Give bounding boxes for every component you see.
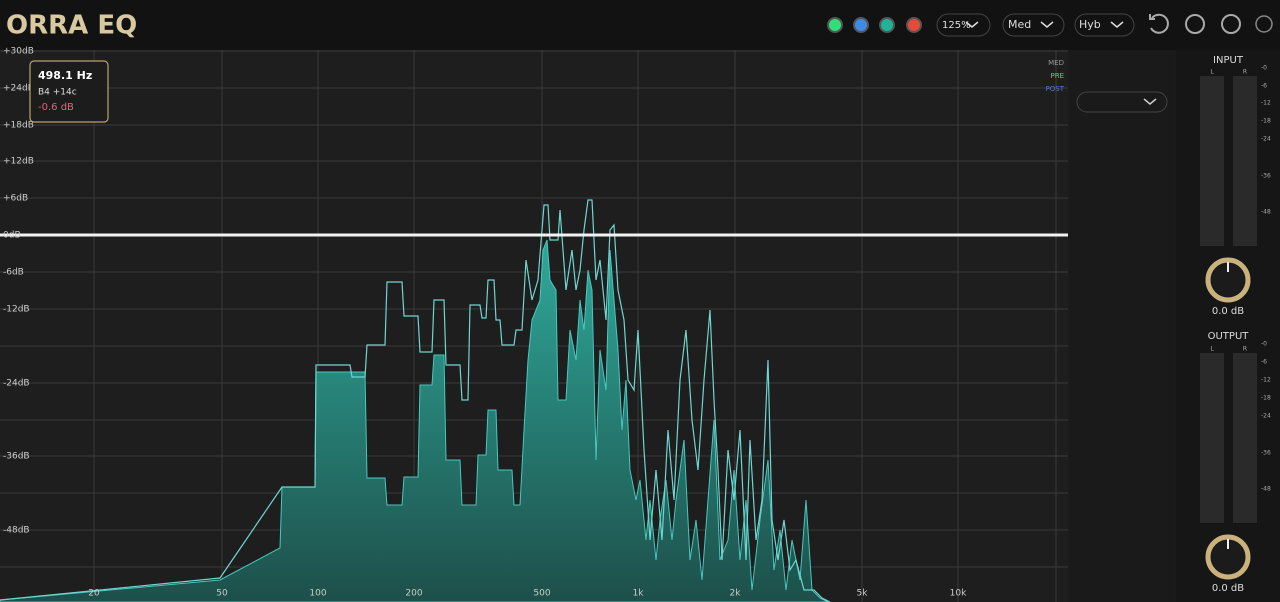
freq-label: 100 [309, 589, 326, 599]
zoom-value: 125% [942, 20, 971, 31]
db-label: +18dB [3, 121, 34, 131]
meter-scale: -12 [1261, 377, 1271, 384]
db-label: -36dB [3, 452, 30, 462]
output-meter [1233, 353, 1257, 523]
input-value: 0.0 dB [1212, 306, 1244, 317]
db-label: -48dB [3, 526, 30, 536]
input-label: INPUT [1213, 55, 1244, 66]
channel-label: L [1210, 346, 1214, 353]
legend-entry[interactable]: POST [1046, 85, 1065, 93]
tooltip-gain: -0.6 dB [38, 102, 74, 113]
meter-scale: -48 [1261, 209, 1271, 216]
db-label: +30dB [3, 47, 34, 57]
meter-scale: -12 [1261, 100, 1271, 107]
meter-scale: -36 [1261, 450, 1271, 457]
meter-scale: -24 [1261, 413, 1271, 420]
output-value: 0.0 dB [1212, 583, 1244, 594]
chevron [1110, 21, 1124, 28]
help-icon[interactable] [1255, 15, 1273, 33]
input-knob[interactable] [1205, 257, 1251, 303]
channel-label: R [1243, 69, 1247, 76]
header-bar [0, 0, 1280, 50]
output-meter [1200, 353, 1224, 523]
meter-scale: -6 [1261, 359, 1267, 366]
input-meter [1233, 76, 1257, 246]
quality-value: Hyb [1079, 18, 1101, 31]
freq-label: 200 [405, 589, 422, 599]
mode-value: Med [1008, 18, 1031, 31]
input-meter [1200, 76, 1224, 246]
band-dots[interactable] [827, 17, 922, 33]
output-label: OUTPUT [1208, 331, 1250, 342]
meter-panel [1176, 50, 1280, 602]
meter-scale: -6 [1261, 83, 1267, 90]
spectrum-plot: +30dB +24dB +18dB +12dB +6dB 0dB -6dB -1… [0, 47, 1068, 602]
legend-entry[interactable]: PRE [1050, 72, 1064, 80]
history-icon[interactable] [1185, 14, 1205, 34]
band-dot[interactable] [853, 17, 869, 33]
meter-scale: -18 [1261, 118, 1271, 125]
output-knob[interactable] [1205, 534, 1251, 580]
db-label: 0dB [3, 231, 21, 241]
band-dot[interactable] [906, 17, 922, 33]
db-label: -6dB [3, 268, 24, 278]
db-label: -24dB [3, 379, 30, 389]
band-dot[interactable] [827, 17, 843, 33]
menu-icon[interactable] [1221, 14, 1241, 34]
channel-label: R [1243, 346, 1247, 353]
freq-label: 500 [533, 589, 550, 599]
tooltip [29, 60, 109, 123]
band-dot[interactable] [879, 17, 895, 33]
meter-scale: -48 [1261, 486, 1271, 493]
tooltip-note: B4 +14c [38, 88, 77, 98]
channel-label: L [1210, 69, 1214, 76]
db-label: +12dB [3, 157, 34, 167]
post-spectrum [0, 239, 829, 602]
freq-label: 10k [950, 589, 967, 599]
undo-icon[interactable] [1149, 13, 1169, 34]
chevron [1040, 21, 1054, 28]
quality-dropdown[interactable] [1074, 13, 1135, 37]
mode-dropdown[interactable] [1002, 13, 1065, 37]
meter-scale: -0 [1261, 341, 1267, 348]
db-label: +6dB [3, 194, 28, 204]
tooltip-frequency: 498.1 Hz [38, 69, 92, 82]
meter-scale: -18 [1261, 395, 1271, 402]
meter-scale: -24 [1261, 136, 1271, 143]
chevron [965, 21, 979, 28]
chevron [1143, 98, 1157, 105]
zoom-dropdown[interactable] [936, 13, 991, 37]
freq-label: 50 [216, 589, 228, 599]
side-panel [1070, 50, 1175, 602]
meter-scale: -0 [1261, 65, 1267, 72]
band-dropdown[interactable] [1076, 91, 1168, 113]
freq-label: 5k [857, 589, 869, 599]
pre-spectrum [0, 199, 831, 602]
db-label: +24dB [3, 84, 34, 94]
legend-entry[interactable]: MED [1048, 59, 1064, 67]
app-title: ORRA EQ [6, 11, 137, 41]
db-label: -12dB [3, 305, 30, 315]
freq-label: 20 [88, 589, 100, 599]
meter-scale: -36 [1261, 173, 1271, 180]
freq-label: 1k [633, 589, 645, 599]
freq-label: 2k [730, 589, 742, 599]
